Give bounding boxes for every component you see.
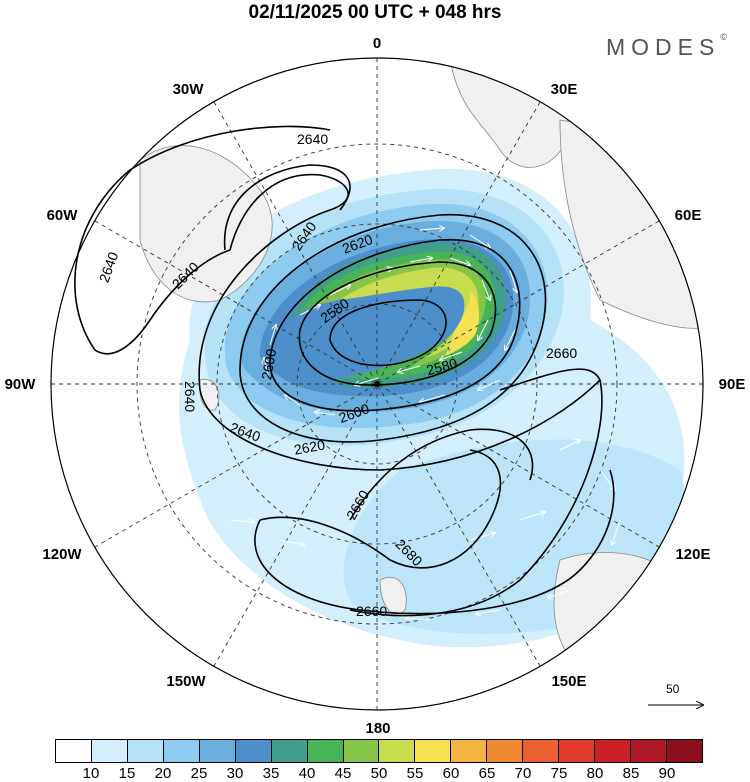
colorbar-tick-label: 25 xyxy=(190,765,208,782)
colorbar-swatch xyxy=(127,740,164,762)
lon-label-60e: 60E xyxy=(675,207,702,224)
australia-land xyxy=(553,552,701,685)
colorbar-tick-label: 65 xyxy=(478,765,496,782)
brand-text: MODES xyxy=(606,34,721,60)
lon-label-120e: 120E xyxy=(675,546,710,563)
lon-label-90w: 90W xyxy=(5,376,37,393)
colorbar-swatch xyxy=(235,740,272,762)
lon-label-30w: 30W xyxy=(173,81,205,98)
colorbar-tick-label: 50 xyxy=(370,765,388,782)
colorbar-tick-label: 80 xyxy=(586,765,604,782)
contour-label: 2640 xyxy=(182,381,198,412)
colorbar-tick-label: 90 xyxy=(658,765,676,782)
colorbar-tick-label: 15 xyxy=(118,765,136,782)
colorbar-tick-label: 20 xyxy=(154,765,172,782)
colorbar-swatch xyxy=(666,740,702,762)
colorbar-tick-label: 30 xyxy=(226,765,244,782)
colorbar-swatch xyxy=(56,740,92,762)
shade-50 xyxy=(340,267,479,358)
colorbar-swatch xyxy=(307,740,344,762)
contour-label: 2640 xyxy=(297,131,328,147)
contour-2640-west xyxy=(74,125,331,351)
colorbar-swatch xyxy=(631,740,667,762)
colorbar-swatch xyxy=(343,740,380,762)
europe-land xyxy=(449,58,571,168)
contour-label: 2600 xyxy=(258,347,279,381)
colorbar-tick-label: 55 xyxy=(406,765,424,782)
colorbar-swatch xyxy=(523,740,560,762)
colorbar-tick-label: 60 xyxy=(442,765,460,782)
contour-2680 xyxy=(259,449,502,569)
contour-2640-w2 xyxy=(94,249,231,355)
colorbar-tick-label: 35 xyxy=(262,765,280,782)
brand-mark: © xyxy=(720,32,727,42)
colorbar-swatch xyxy=(559,740,596,762)
colorbar-tick-label: 70 xyxy=(514,765,532,782)
contour-2620 xyxy=(239,214,547,443)
colorbar-swatch xyxy=(415,740,452,762)
modes-logo: MODES© xyxy=(606,32,727,61)
contour-2660-mid xyxy=(349,428,534,521)
contour-2580-inner xyxy=(329,299,447,367)
contour-label: 2640 xyxy=(96,250,122,285)
colorbar-swatch xyxy=(451,740,488,762)
lon-label-60w: 60W xyxy=(47,207,79,224)
lon-label-30e: 30E xyxy=(551,81,578,98)
colorbar-tick-label: 45 xyxy=(334,765,352,782)
map-title: 02/11/2025 00 UTC + 048 hrs xyxy=(248,2,502,23)
lon-label-0: 0 xyxy=(373,35,381,52)
contour-2640-main xyxy=(198,173,349,391)
shade-45 xyxy=(315,259,486,368)
colorbar-tick-label: 10 xyxy=(82,765,100,782)
greenland-land xyxy=(139,145,273,303)
colorbar-swatch xyxy=(199,740,236,762)
colorbar-swatch xyxy=(379,740,416,762)
wind-vectors xyxy=(229,228,621,620)
contour-label: 2660 xyxy=(546,345,577,361)
lon-label-180: 180 xyxy=(365,720,390,735)
colorbar-swatch xyxy=(595,740,631,762)
contour-2660-south xyxy=(254,469,615,615)
lon-label-90e: 90E xyxy=(719,376,746,393)
colorbar-swatch xyxy=(487,740,524,762)
colorbar-tick-label: 85 xyxy=(622,765,640,782)
contour-2640-south xyxy=(199,379,601,471)
pole-marker xyxy=(374,381,380,387)
colorbar-swatch xyxy=(91,740,128,762)
colorbar-swatch xyxy=(271,740,308,762)
contour-label: 2620 xyxy=(293,436,327,457)
map-boundary xyxy=(50,57,704,711)
polar-stereographic-map: 2640 2640 2640 2640 2640 2640 2620 2580 … xyxy=(5,35,746,735)
height-contours xyxy=(74,125,615,617)
lon-label-150w: 150W xyxy=(166,673,206,690)
wind-scale-value: 50 xyxy=(666,682,680,696)
contour-label: 2580 xyxy=(425,355,459,379)
shade-55 xyxy=(445,290,480,356)
lon-label-120w: 120W xyxy=(42,546,82,563)
nz-land xyxy=(379,577,407,615)
colorbar-swatch xyxy=(163,740,200,762)
colorbar xyxy=(55,739,703,763)
contour-2640-loop xyxy=(223,164,351,251)
colorbar-tick-label: 40 xyxy=(298,765,316,782)
contour-2580 xyxy=(298,261,497,386)
contour-label: 2660 xyxy=(356,603,387,619)
wind-speed-shading xyxy=(179,169,686,648)
lon-label-150e: 150E xyxy=(551,673,586,690)
colorbar-tick-label: 75 xyxy=(550,765,568,782)
contour-2600 xyxy=(269,238,521,412)
